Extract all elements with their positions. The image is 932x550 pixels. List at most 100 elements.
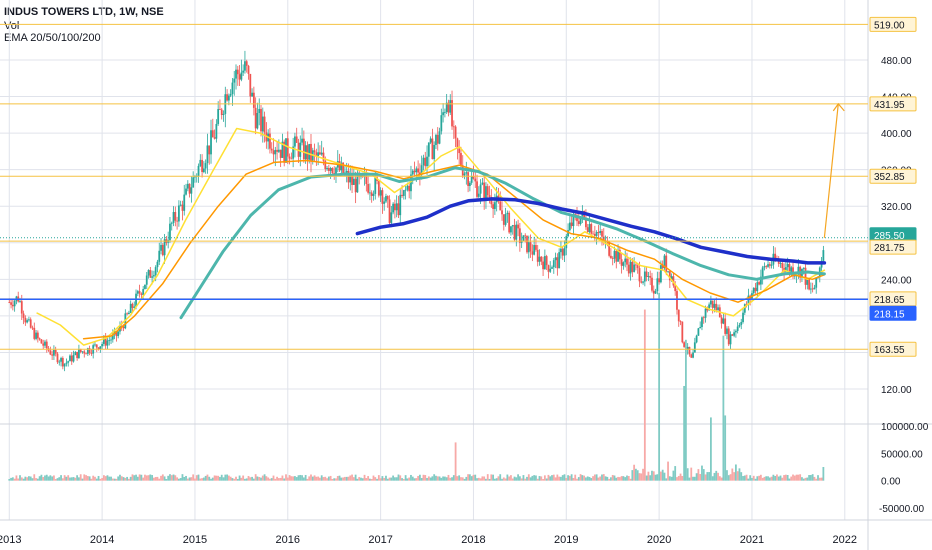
price-tag-label: 285.50 xyxy=(874,231,905,242)
volume-bar xyxy=(402,479,405,481)
candle-body xyxy=(643,271,646,282)
candle-body xyxy=(85,353,87,355)
candle-body xyxy=(788,264,791,272)
price-tag xyxy=(869,305,917,321)
candle-body xyxy=(117,331,120,337)
candle-body xyxy=(331,168,334,173)
volume-bar xyxy=(152,477,155,481)
candle-body xyxy=(445,102,448,112)
candle-body xyxy=(695,335,698,343)
volume-bar xyxy=(367,476,370,481)
candle-body xyxy=(427,142,430,157)
candle-body xyxy=(219,109,221,110)
volume-bar xyxy=(763,476,766,481)
volume-bar xyxy=(538,476,541,481)
candle-body xyxy=(28,319,30,321)
candle-body xyxy=(438,131,441,144)
volume-bar xyxy=(58,477,61,481)
candle-body xyxy=(654,291,657,294)
candle-body xyxy=(76,351,79,359)
candle-body xyxy=(327,168,330,171)
volume-bar xyxy=(652,471,655,481)
volume-bar xyxy=(647,471,650,481)
volume-bar xyxy=(81,478,84,481)
candle-body xyxy=(529,242,532,252)
volume-bar xyxy=(54,479,57,481)
candle-body xyxy=(435,134,437,145)
volume-bar xyxy=(751,477,753,481)
candle-body xyxy=(215,123,218,139)
candle-body xyxy=(354,178,357,193)
volume-bar xyxy=(290,476,293,481)
volume-bar xyxy=(169,474,171,481)
volume-bar xyxy=(26,477,29,481)
volume-bar xyxy=(506,474,509,481)
candle-body xyxy=(20,301,23,314)
candle-body xyxy=(527,242,530,253)
candle-body xyxy=(83,351,86,354)
candle-body xyxy=(386,196,389,200)
candle-body xyxy=(740,322,743,325)
candle-body xyxy=(227,95,230,101)
volume-bar xyxy=(395,477,398,481)
volume-y-tick-label: 0.00 xyxy=(881,477,901,488)
volume-bar xyxy=(311,476,314,481)
volume-bar xyxy=(417,475,420,481)
volume-bar xyxy=(83,474,86,481)
price-tag-label: 281.75 xyxy=(874,243,905,254)
candle-body xyxy=(379,190,382,196)
candle-body xyxy=(460,153,462,166)
volume-bar xyxy=(792,474,794,481)
candle-body xyxy=(793,275,796,277)
volume-y-tick-label: 50000.00 xyxy=(881,449,923,460)
volume-y-tick-label: 100000.00 xyxy=(881,422,929,433)
candle-body xyxy=(524,235,527,237)
volume-bar xyxy=(202,477,205,481)
y-tick-label: 480.00 xyxy=(881,56,912,67)
candle-body xyxy=(158,250,161,262)
volume-bar xyxy=(245,478,248,481)
volume-bar xyxy=(20,477,23,481)
volume-bar xyxy=(160,475,162,481)
volume-bar xyxy=(331,479,334,481)
candle-body xyxy=(797,266,800,275)
volume-bar xyxy=(361,478,364,481)
candle-body xyxy=(213,137,216,139)
volume-bar xyxy=(94,476,96,481)
volume-bar xyxy=(429,477,432,481)
candle-body xyxy=(677,309,680,322)
candle-body xyxy=(520,241,523,243)
volume-bar xyxy=(436,476,439,481)
volume-bar xyxy=(495,478,498,481)
candle-body xyxy=(395,203,398,211)
candle-body xyxy=(374,177,377,194)
candle-body xyxy=(135,293,137,307)
volume-bar xyxy=(463,478,466,481)
candle-body xyxy=(756,282,759,292)
candle-body xyxy=(781,263,784,269)
volume-bar xyxy=(527,474,530,481)
volume-bar xyxy=(529,477,532,481)
volume-bar xyxy=(679,473,682,481)
candle-body xyxy=(470,176,473,183)
candle-body xyxy=(319,152,321,155)
volume-bar xyxy=(315,476,318,481)
candle-body xyxy=(676,291,678,310)
volume-bar xyxy=(251,476,253,481)
candle-body xyxy=(649,276,652,278)
candle-body xyxy=(206,145,209,164)
candle-body xyxy=(706,308,709,311)
volume-bar xyxy=(777,476,780,481)
candle-body xyxy=(281,141,284,158)
candle-body xyxy=(292,146,295,159)
volume-bar xyxy=(138,474,141,481)
volume-bar xyxy=(542,479,544,481)
volume-bar xyxy=(129,476,132,481)
candle-body xyxy=(308,143,311,160)
candle-body xyxy=(585,217,587,228)
volume-bar xyxy=(699,474,702,481)
volume-bar xyxy=(410,474,412,481)
candle-body xyxy=(543,256,546,270)
volume-bar xyxy=(520,478,523,481)
